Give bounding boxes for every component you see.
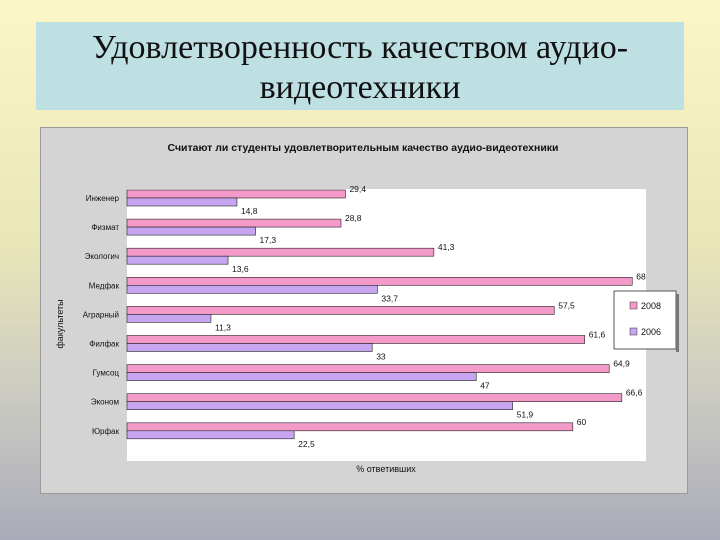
data-label-2006: 51,9 (517, 410, 534, 420)
data-label-2006: 33,7 (381, 293, 398, 303)
data-label-2006: 14,8 (241, 206, 258, 216)
category-label: Медфак (89, 281, 120, 290)
legend-box (613, 290, 677, 350)
category-labels: Инженер Физмат Экологич Медфак Аграрный Филфа… (83, 194, 120, 436)
value-labels: 29,4 14,8 28,8 17,3 41,3 13,6 68 33,7 57,5 11,3 61… (215, 184, 646, 449)
data-label-2006: 33 (376, 352, 386, 362)
data-label-2008: 66,6 (626, 388, 643, 398)
bar-2006 (126, 343, 373, 352)
bar-chart: Считают ли студенты удовлетворительным к… (55, 142, 679, 474)
category-label: Юрфак (92, 427, 120, 436)
data-label-2008: 68 (636, 271, 646, 281)
data-label-2006: 11,3 (215, 322, 231, 332)
x-axis-label: % ответивших (356, 464, 416, 474)
data-label-2006: 22,5 (298, 439, 315, 449)
slide-title: Удовлетворенность качеством аудио- видео… (36, 28, 684, 108)
bar-2008 (126, 247, 435, 257)
data-label-2006: 17,3 (260, 235, 277, 245)
slide-title-line-1: Удовлетворенность качеством аудио- (91, 29, 629, 66)
legend-label-2008: 2008 (641, 301, 661, 311)
bar-2008 (126, 218, 342, 228)
slide-title-line-2: видеотехники (259, 69, 461, 106)
data-label-2008: 64,9 (613, 359, 630, 369)
data-label-2008: 60 (577, 417, 587, 427)
data-label-2006: 47 (480, 381, 490, 391)
data-label-2006: 13,6 (232, 264, 249, 274)
y-axis-label: факультеты (55, 299, 65, 348)
bar-2008 (126, 393, 623, 403)
category-label: Инженер (86, 194, 120, 203)
data-label-2008: 57,5 (558, 300, 575, 310)
bar-2006 (126, 430, 295, 440)
chart-panel: Считают ли студенты удовлетворительным к… (40, 127, 688, 494)
bar-2006 (126, 372, 477, 381)
bar-2006 (126, 226, 256, 236)
bar-2006 (126, 197, 238, 207)
legend-label-2006: 2006 (641, 327, 661, 337)
category-label: Аграрный (83, 310, 119, 319)
slide-title-box: Удовлетворенность качеством аудио- видео… (36, 22, 684, 110)
chart-title: Считают ли студенты удовлетворительным к… (168, 142, 559, 154)
bar-2006 (126, 401, 513, 411)
data-label-2008: 28,8 (345, 213, 362, 223)
data-label-2008: 61,6 (589, 330, 606, 340)
category-label: Филфак (89, 340, 119, 349)
category-label: Эконом (91, 398, 119, 407)
bar-2008 (126, 422, 574, 432)
legend-swatch-2008 (629, 301, 638, 310)
bar-2006 (126, 314, 212, 323)
bar-2006 (126, 285, 378, 294)
bar-2008 (126, 306, 555, 315)
legend-swatch-2006 (629, 327, 638, 336)
bars (126, 189, 633, 440)
bar-2006 (126, 255, 229, 265)
legend: 2008 2006 (613, 290, 679, 352)
category-label: Гумсоц (93, 369, 120, 378)
category-label: Экологич (85, 252, 119, 261)
data-label-2008: 41,3 (438, 242, 455, 252)
bar-2008 (126, 277, 633, 286)
bar-2008 (126, 364, 610, 373)
data-label-2008: 29,4 (349, 184, 366, 194)
bar-2008 (126, 189, 346, 199)
category-label: Физмат (91, 223, 119, 232)
legend-shadow (676, 294, 679, 352)
bar-2008 (126, 335, 585, 344)
